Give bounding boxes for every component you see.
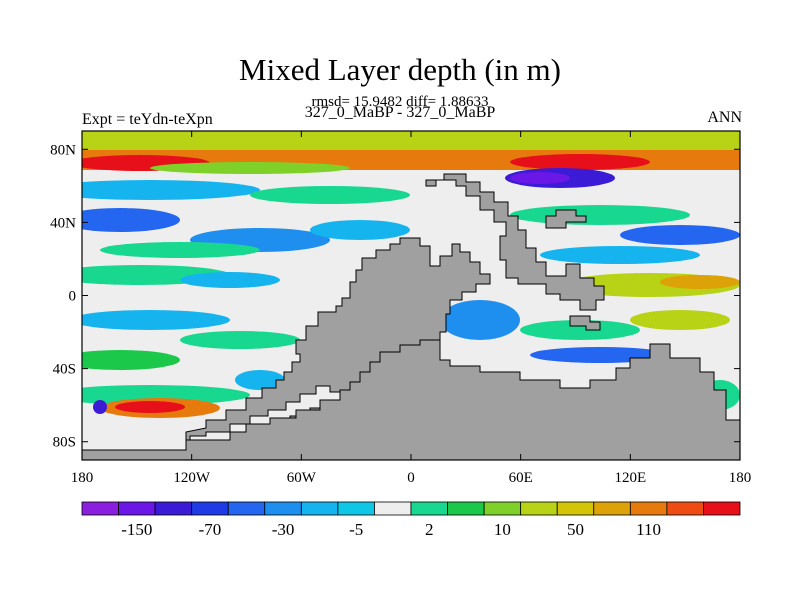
season-label: ANN bbox=[707, 109, 742, 126]
colorbar-swatch bbox=[483, 501, 522, 516]
x-axis: 180 120W 60W 0 60E 120E 180 bbox=[71, 131, 752, 486]
blue-band-8 bbox=[82, 310, 230, 330]
blue-band-9 bbox=[440, 300, 520, 340]
chart-title: Mixed Layer depth (in m) bbox=[239, 52, 561, 87]
y-tick-label: 80N bbox=[50, 142, 76, 158]
colorbar-swatch bbox=[593, 501, 631, 516]
green-band-north bbox=[150, 162, 350, 174]
land-indonesia bbox=[569, 315, 601, 331]
green-band-8 bbox=[82, 385, 250, 405]
green-band-5 bbox=[180, 331, 300, 349]
colorbar-swatch bbox=[703, 501, 741, 516]
land-eurasia bbox=[425, 173, 605, 311]
colorbar-label: -70 bbox=[199, 520, 222, 539]
colorbar-swatch bbox=[337, 501, 375, 516]
blue-band-6 bbox=[540, 246, 700, 264]
green-band-3 bbox=[510, 205, 690, 225]
yellow-band-2 bbox=[630, 310, 730, 330]
green-band-7 bbox=[520, 320, 640, 340]
y-tick-label: 40N bbox=[50, 215, 76, 231]
colorbar-swatch bbox=[81, 501, 119, 516]
y-axis: 80N 40N 0 40S 80S bbox=[50, 142, 740, 451]
colorbar-swatch bbox=[520, 501, 558, 516]
y-tick-label: 80S bbox=[53, 435, 76, 451]
colorbar-swatch bbox=[227, 501, 266, 516]
blue-band-2 bbox=[82, 208, 180, 232]
colorbar-swatch bbox=[447, 501, 485, 516]
colorbar-swatch bbox=[666, 501, 704, 516]
y-tick-label: 0 bbox=[69, 289, 77, 305]
land-asia-islands bbox=[545, 209, 587, 229]
blue-band-5 bbox=[620, 225, 740, 245]
green-band-1 bbox=[250, 186, 410, 204]
blue-band-4 bbox=[310, 220, 410, 240]
negative-spot-south bbox=[93, 400, 107, 414]
colorbar-swatch bbox=[118, 501, 156, 516]
colorbar-swatch bbox=[300, 501, 339, 516]
x-tick-label: 180 bbox=[729, 470, 752, 486]
y-tick-label: 40S bbox=[53, 362, 76, 378]
blue-band-1 bbox=[82, 180, 260, 200]
colorbar-swatch bbox=[154, 501, 193, 516]
green-band-2 bbox=[100, 242, 260, 258]
negative-core-north-inner bbox=[510, 172, 570, 184]
red-core-south bbox=[115, 401, 185, 413]
colorbar-label: -5 bbox=[349, 520, 363, 539]
colorbar-swatch bbox=[374, 501, 412, 516]
colorbar-label: 10 bbox=[494, 520, 511, 539]
land-australia-antarctica bbox=[82, 339, 740, 460]
colorbar-label: -30 bbox=[272, 520, 295, 539]
colorbar: -150 -70 -30 -5 2 10 50 110 bbox=[81, 501, 741, 539]
positive-core-siberia bbox=[510, 154, 650, 170]
x-tick-label: 120E bbox=[614, 470, 646, 486]
x-tick-label: 120W bbox=[173, 470, 211, 486]
chart-subtitle: 327_0_MaBP - 327_0_MaBP bbox=[304, 104, 496, 121]
blue-band-7 bbox=[180, 272, 280, 288]
blue-band-12 bbox=[235, 370, 285, 390]
green-band-6 bbox=[82, 350, 180, 370]
experiment-label: Expt = teYdn-teXpn bbox=[82, 111, 213, 128]
colorbar-label: 110 bbox=[636, 520, 661, 539]
colorbar-swatch bbox=[556, 501, 595, 516]
colorbar-label: 50 bbox=[567, 520, 584, 539]
x-tick-label: 60E bbox=[509, 470, 533, 486]
colorbar-label: -150 bbox=[121, 520, 152, 539]
x-tick-label: 60W bbox=[287, 470, 317, 486]
x-tick-label: 0 bbox=[407, 470, 415, 486]
orange-spot-1 bbox=[660, 275, 740, 289]
field-layer bbox=[82, 131, 740, 460]
colorbar-swatch bbox=[264, 501, 302, 516]
stats-line: rmsd= 15.9482 diff= 1.88633 bbox=[311, 94, 489, 110]
colorbar-label: 2 bbox=[425, 520, 434, 539]
colorbar-swatch bbox=[191, 501, 229, 516]
colorbar-swatch bbox=[410, 501, 448, 516]
colorbar-swatch bbox=[629, 501, 668, 516]
x-tick-label: 180 bbox=[71, 470, 94, 486]
